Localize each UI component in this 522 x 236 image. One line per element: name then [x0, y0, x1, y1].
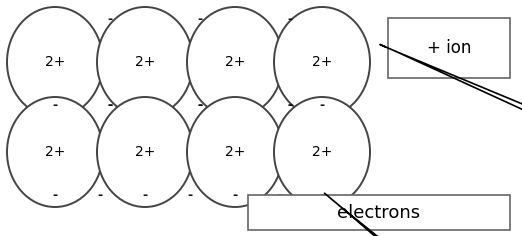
Text: -: - [197, 98, 203, 111]
Text: 2+: 2+ [45, 145, 65, 159]
Ellipse shape [187, 97, 283, 207]
Text: -: - [288, 98, 292, 111]
Ellipse shape [97, 7, 193, 117]
Text: -: - [197, 98, 203, 111]
Ellipse shape [97, 97, 193, 207]
Text: 2+: 2+ [312, 145, 332, 159]
Ellipse shape [187, 7, 283, 117]
Text: 2+: 2+ [225, 145, 245, 159]
Text: electrons: electrons [337, 203, 421, 222]
Text: + ion: + ion [427, 39, 471, 57]
Text: -: - [108, 98, 113, 111]
Text: -: - [197, 13, 203, 26]
Text: -: - [52, 189, 57, 202]
Ellipse shape [274, 97, 370, 207]
Bar [248, 195, 510, 230]
Ellipse shape [7, 97, 103, 207]
Ellipse shape [274, 7, 370, 117]
Bar [388, 18, 510, 78]
Text: -: - [288, 98, 292, 111]
Text: -: - [108, 98, 113, 111]
Text: -: - [52, 98, 57, 111]
Text: -: - [98, 189, 102, 202]
Text: -: - [187, 189, 193, 202]
Text: 2+: 2+ [312, 55, 332, 69]
Text: -: - [319, 98, 325, 111]
Text: -: - [277, 189, 282, 202]
Text: 2+: 2+ [135, 55, 155, 69]
Text: -: - [232, 189, 238, 202]
Text: 2+: 2+ [135, 145, 155, 159]
Text: -: - [108, 13, 113, 26]
Ellipse shape [7, 7, 103, 117]
Text: 2+: 2+ [45, 55, 65, 69]
Text: -: - [288, 13, 292, 26]
Text: -: - [319, 189, 325, 202]
Text: -: - [143, 189, 148, 202]
Text: 2+: 2+ [225, 55, 245, 69]
